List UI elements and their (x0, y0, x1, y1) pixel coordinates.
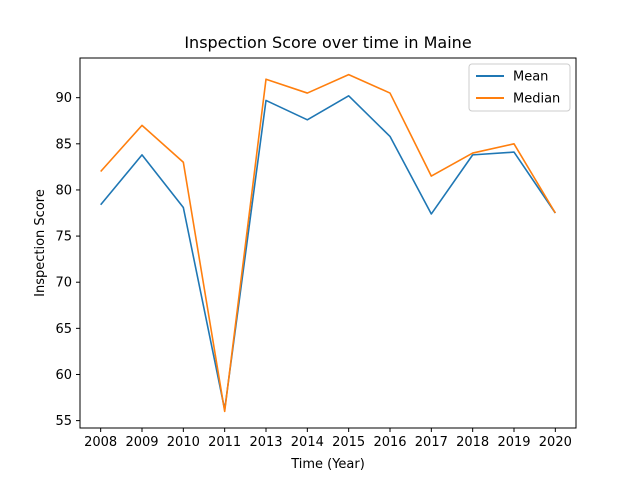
x-tick-label: 2014 (291, 435, 324, 450)
y-tick-label: 75 (55, 230, 72, 245)
x-tick-label: 2011 (208, 435, 241, 450)
y-tick-label: 85 (55, 137, 72, 152)
plot-frame (79, 57, 577, 429)
chart-title: Inspection Score over time in Maine (184, 33, 471, 52)
x-tick-label: 2016 (373, 435, 406, 450)
x-tick-label: 2017 (415, 435, 448, 450)
legend: Mean Median (468, 63, 571, 112)
legend-label-median: Median (513, 92, 560, 107)
x-axis: 2008 2009 2010 2011 2013 2014 2015 2016 2017 2018… (84, 428, 572, 450)
series-line-median (100, 73, 557, 413)
y-axis: 55 60 65 70 75 80 85 90 (55, 91, 80, 429)
x-tick-label: 2009 (125, 435, 158, 450)
x-axis-label: Time (Year) (290, 457, 365, 472)
x-tick-label: 2008 (84, 435, 117, 450)
series-line-mean (100, 95, 556, 411)
x-tick-label: 2019 (497, 435, 530, 450)
y-tick-label: 80 (55, 183, 72, 198)
x-tick-label: 2013 (249, 435, 282, 450)
y-tick-label: 90 (55, 91, 72, 106)
series-layer (100, 73, 557, 413)
x-tick-label: 2015 (332, 435, 365, 450)
y-tick-label: 70 (55, 276, 72, 291)
x-tick-label: 2020 (539, 435, 572, 450)
x-tick-label: 2010 (167, 435, 200, 450)
y-axis-label: Inspection Score (33, 189, 48, 297)
y-tick-label: 60 (55, 368, 72, 383)
x-tick-label: 2018 (456, 435, 489, 450)
legend-label-mean: Mean (513, 70, 548, 85)
y-tick-label: 55 (55, 414, 72, 429)
y-tick-label: 65 (55, 322, 72, 337)
